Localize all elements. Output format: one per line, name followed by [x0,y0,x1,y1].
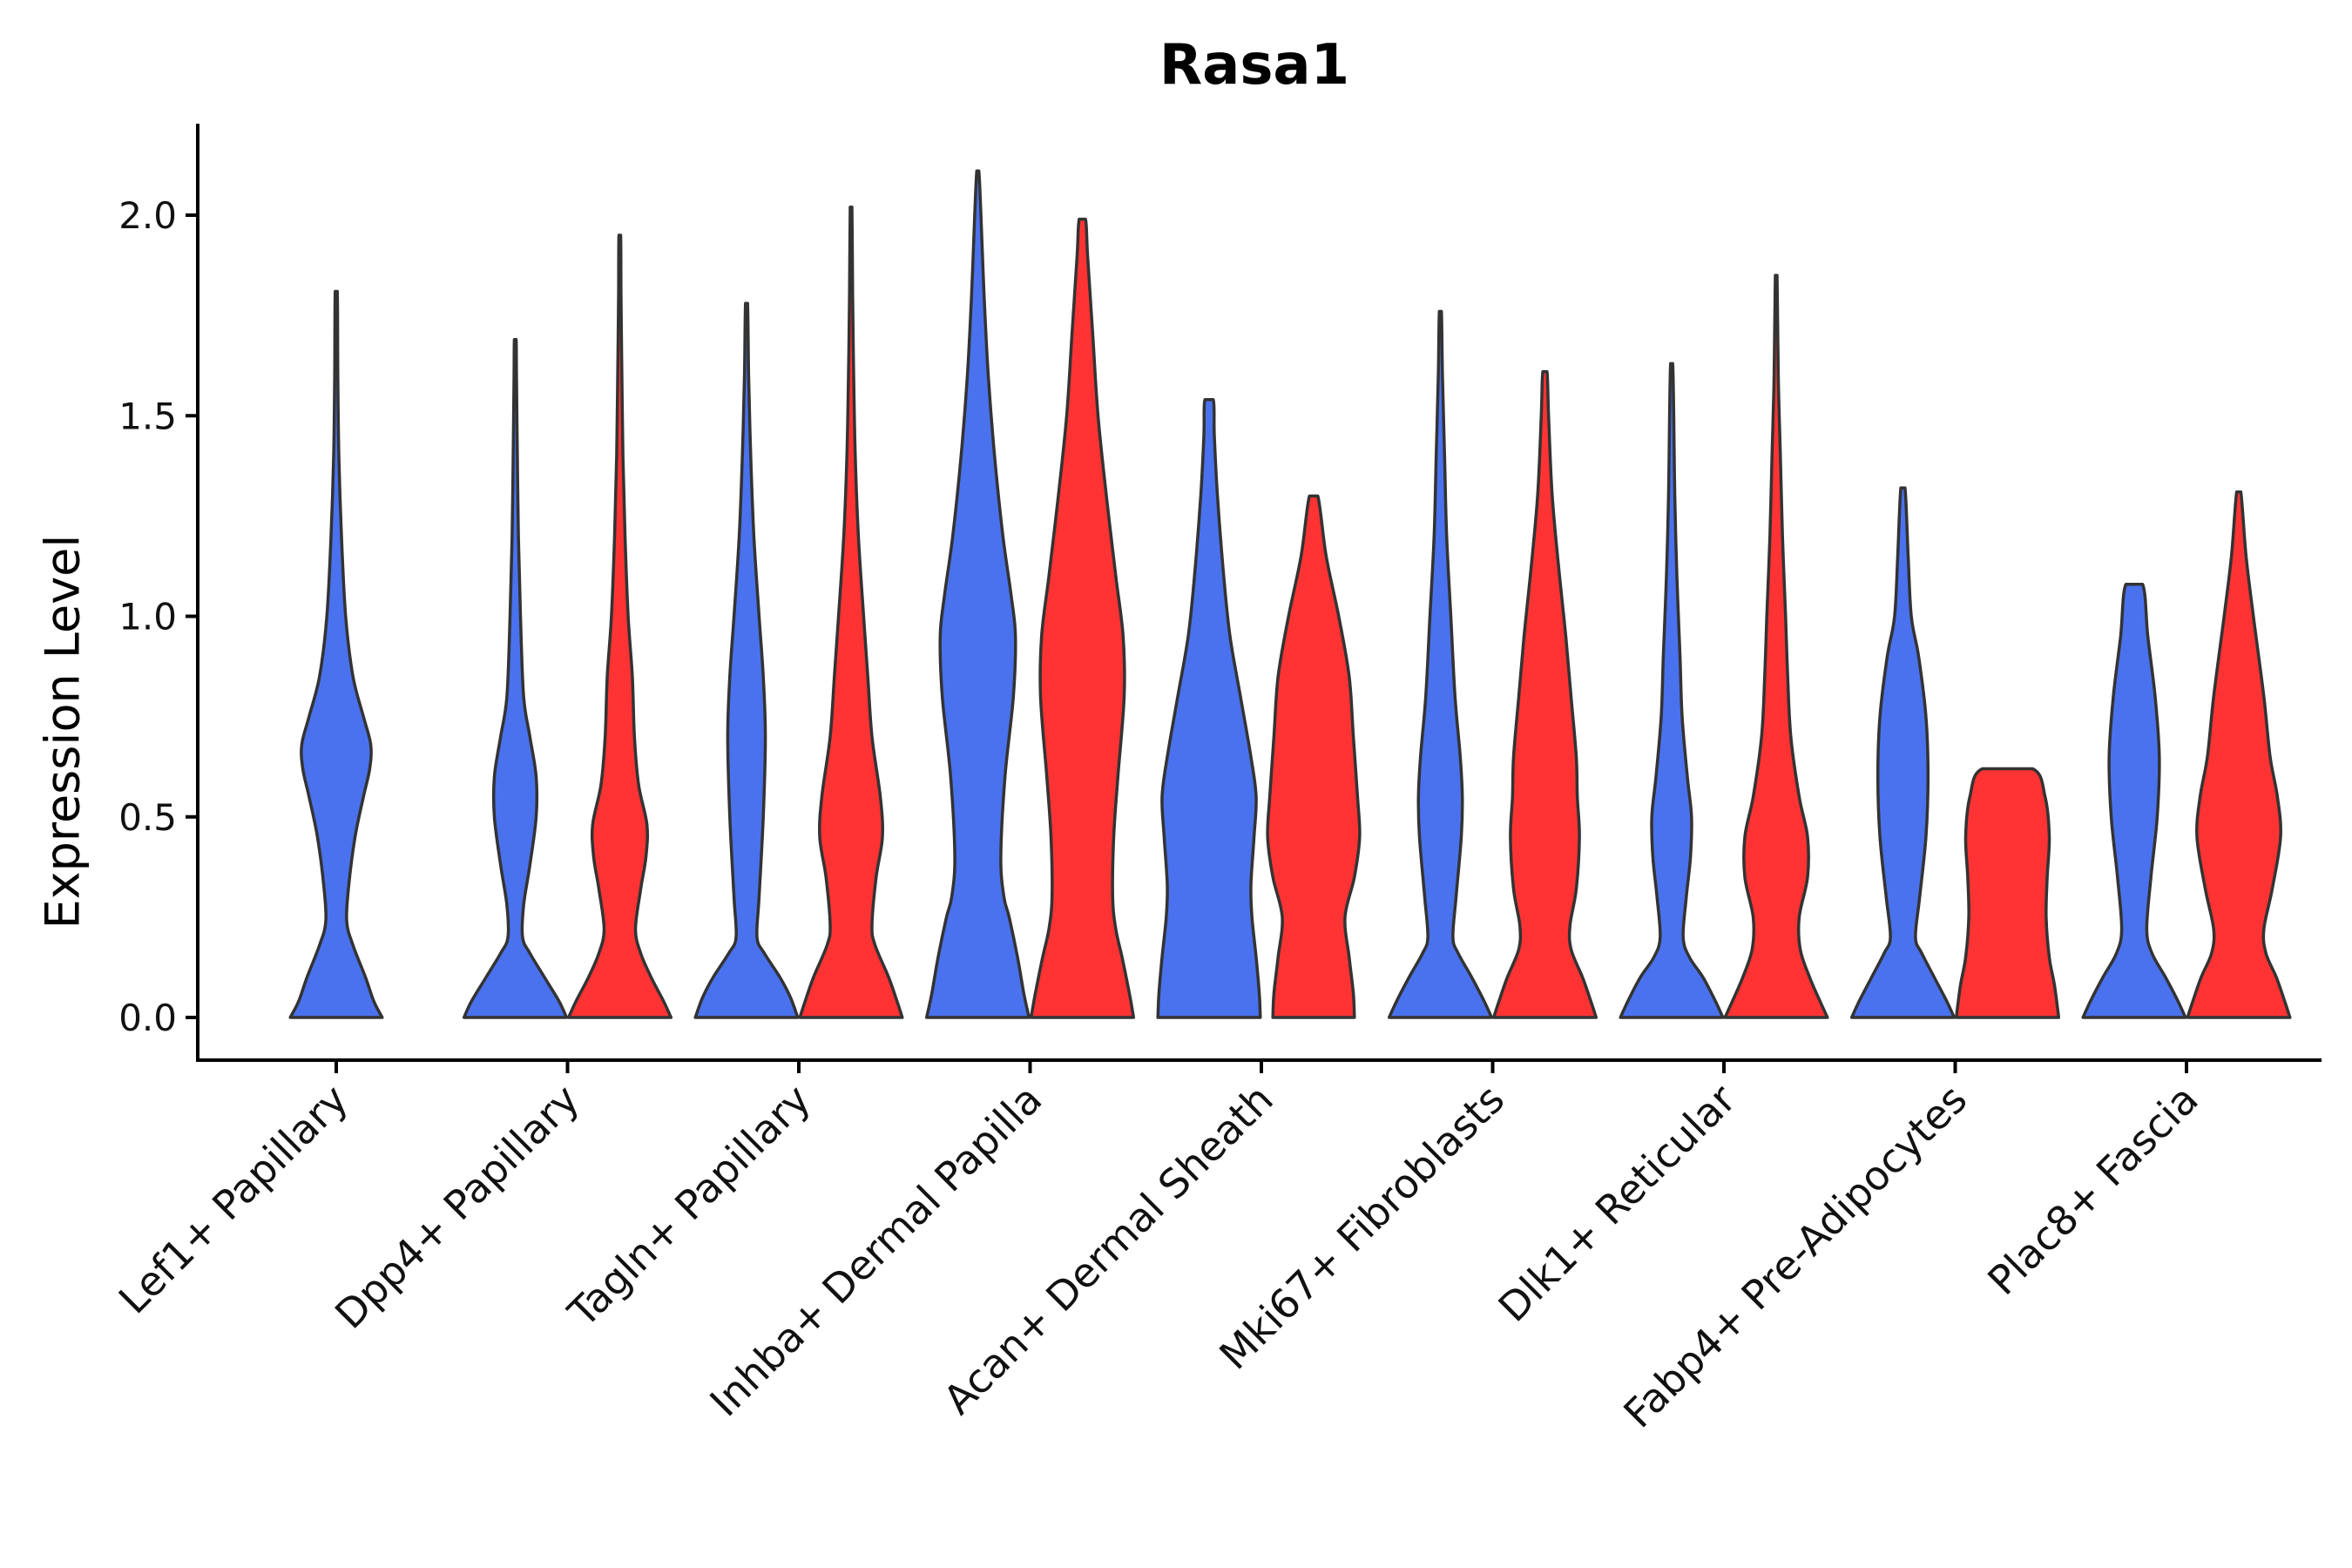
x-tick-label: Tagln+ Papillary [558,1076,820,1337]
violin-group1-5 [1156,398,1262,1019]
x-tick-label: Dlk1+ Reticular [1490,1076,1745,1331]
x-tick-label: Lef1+ Papillary [110,1076,357,1323]
y-tick-label: 1.0 [118,596,177,639]
violin-group2-6 [1491,369,1598,1019]
violin-group1-3 [693,301,800,1019]
violin-group2-7 [1723,274,1829,1019]
violin-group1-9 [2081,582,2187,1019]
violin-group2-4 [1029,217,1136,1019]
y-tick-label: 0.5 [118,796,177,839]
x-tick-label: Plac8+ Fascia [1978,1076,2207,1304]
violin-group1-1 [288,289,384,1019]
violin-group2-2 [566,233,673,1019]
violin-group2-5 [1266,494,1362,1019]
violin-group1-2 [462,338,569,1019]
chart-title: Rasa1 [1159,33,1350,98]
y-tick-label: 2.0 [118,194,177,237]
violin-group2-8 [1954,767,2061,1019]
violin-group2-3 [798,206,904,1019]
violin-group1-7 [1619,362,1725,1019]
y-ticks: 0.0 0.5 1.0 1.5 2.0 [118,194,198,1039]
y-tick-label: 0.0 [118,997,177,1039]
violin-group1-4 [924,169,1031,1019]
x-tick-label: Dpp4+ Papillary [326,1076,588,1338]
violin-layer [288,169,2292,1019]
violin-group2-9 [2186,490,2292,1019]
y-tick-label: 1.5 [118,395,177,437]
violin-group1-8 [1849,486,1957,1019]
violin-group1-6 [1387,309,1494,1019]
